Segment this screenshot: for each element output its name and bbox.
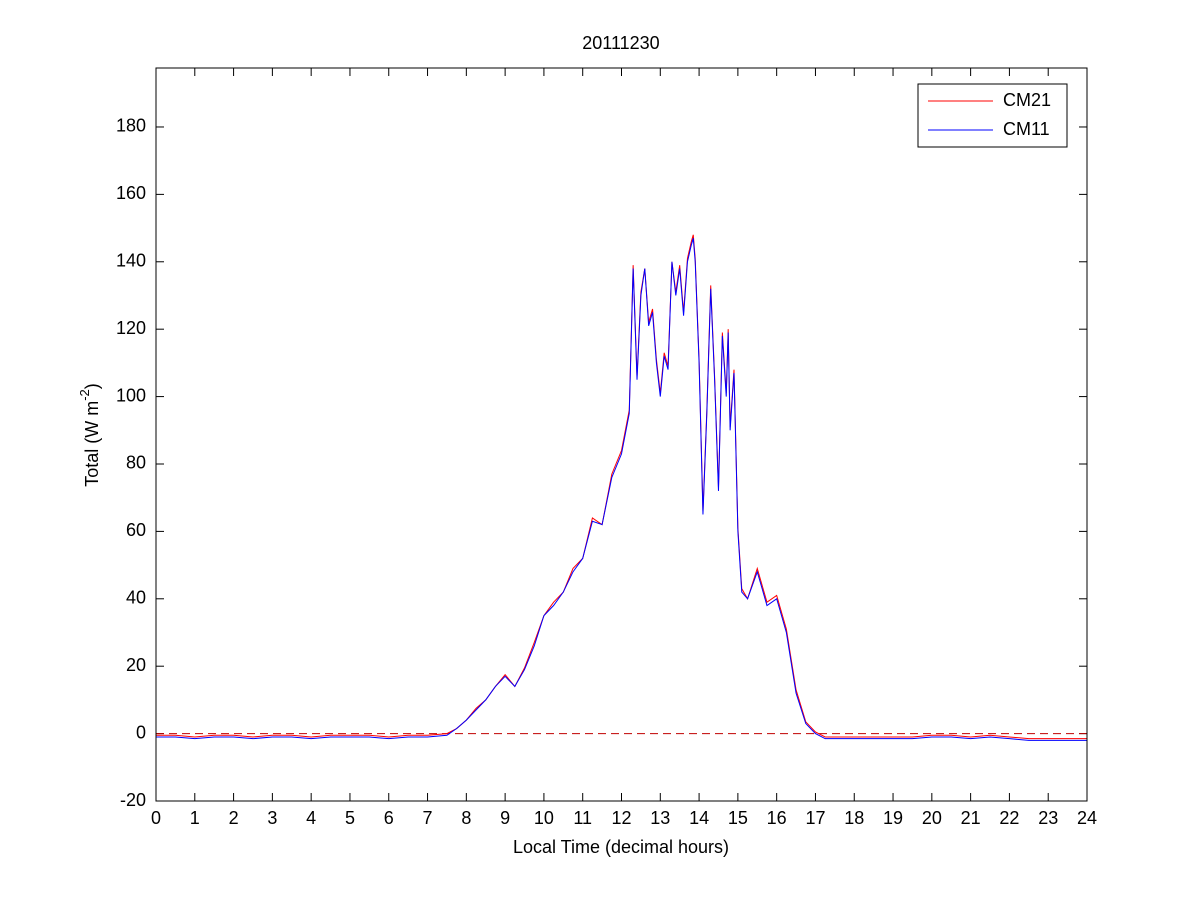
x-tick-label: 10 xyxy=(534,808,554,828)
x-tick-label: 0 xyxy=(151,808,161,828)
y-tick-label: 40 xyxy=(126,588,146,608)
y-tick-label: 180 xyxy=(116,116,146,136)
x-tick-label: 6 xyxy=(384,808,394,828)
y-tick-label: 60 xyxy=(126,520,146,540)
y-tick-label: 100 xyxy=(116,385,146,405)
y-tick-label: 140 xyxy=(116,251,146,271)
plot-area xyxy=(156,68,1087,801)
x-tick-label: 8 xyxy=(461,808,471,828)
x-tick-label: 2 xyxy=(229,808,239,828)
x-tick-label: 15 xyxy=(728,808,748,828)
y-axis-label: Total (W m-2) xyxy=(77,383,101,487)
x-tick-label: 24 xyxy=(1077,808,1097,828)
y-tick-label: 120 xyxy=(116,318,146,338)
y-label-end: ) xyxy=(82,383,102,389)
x-tick-label: 1 xyxy=(190,808,200,828)
x-tick-label: 20 xyxy=(922,808,942,828)
x-tick-label: 17 xyxy=(805,808,825,828)
legend-label: CM11 xyxy=(1003,119,1050,139)
y-label-sup: -2 xyxy=(77,389,92,401)
x-tick-label: 12 xyxy=(611,808,631,828)
legend-box xyxy=(917,83,1068,148)
x-tick-label: 21 xyxy=(961,808,981,828)
x-tick-label: 5 xyxy=(345,808,355,828)
x-tick-label: 16 xyxy=(767,808,787,828)
x-tick-label: 11 xyxy=(573,808,592,828)
x-axis-label: Local Time (decimal hours) xyxy=(513,837,729,857)
x-tick-label: 4 xyxy=(306,808,316,828)
y-tick-label: 160 xyxy=(116,183,146,203)
axes-box xyxy=(155,67,1088,802)
x-tick-label: 9 xyxy=(500,808,510,828)
x-tick-label: 23 xyxy=(1038,808,1058,828)
x-tick-label: 18 xyxy=(844,808,864,828)
x-tick-label: 14 xyxy=(689,808,709,828)
x-tick-label: 19 xyxy=(883,808,903,828)
series-line xyxy=(156,238,1087,741)
y-tick-label: 20 xyxy=(126,655,146,675)
chart-title: 20111230 xyxy=(582,33,659,53)
x-tick-label: 7 xyxy=(423,808,433,828)
y-tick-label: -20 xyxy=(120,790,146,810)
y-tick-label: 80 xyxy=(126,453,146,473)
x-tick-label: 22 xyxy=(999,808,1019,828)
x-tick-label: 3 xyxy=(267,808,277,828)
y-label-main: Total (W m xyxy=(82,401,102,487)
legend-label: CM21 xyxy=(1003,90,1051,110)
x-tick-label: 13 xyxy=(650,808,670,828)
y-tick-label: 0 xyxy=(136,722,146,742)
